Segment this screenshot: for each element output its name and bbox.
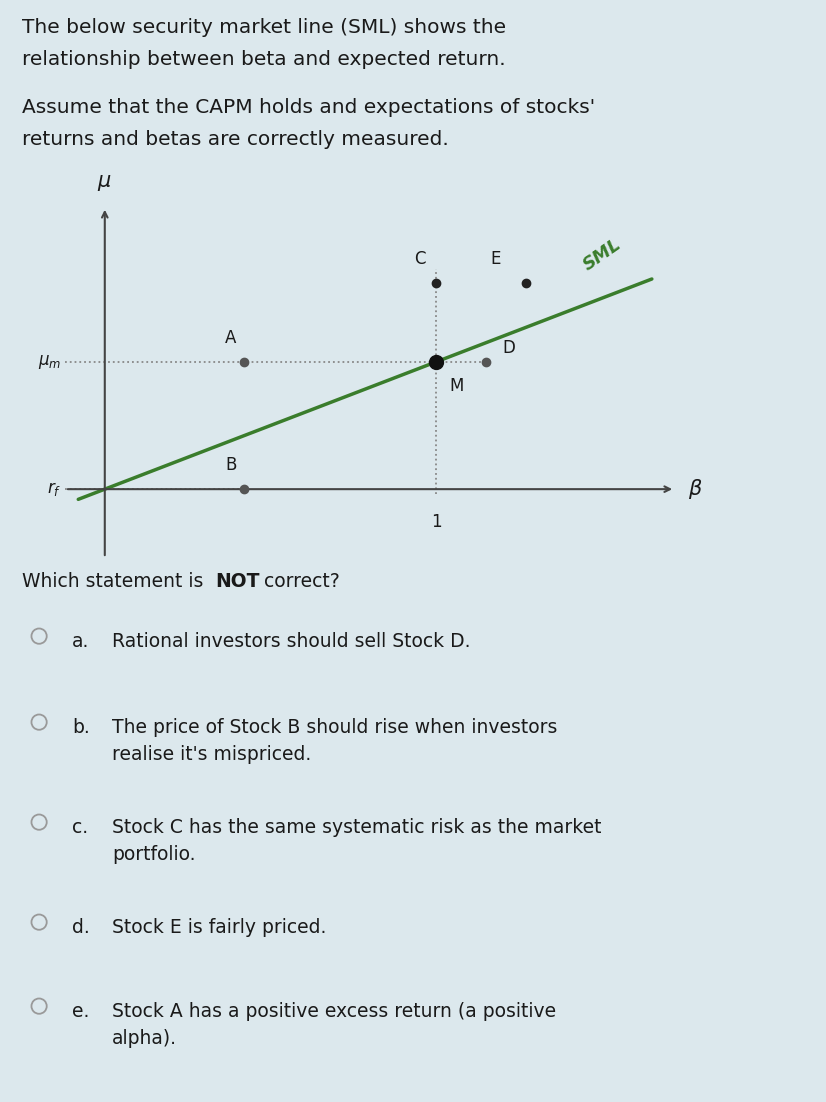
Text: D: D [503,339,515,357]
Text: $\mu_m$: $\mu_m$ [38,353,62,370]
Text: B: B [225,456,236,474]
Text: $\beta$: $\beta$ [688,477,703,501]
Text: Stock E is fairly priced.: Stock E is fairly priced. [112,918,326,937]
Text: Stock A has a positive excess return (a positive
alpha).: Stock A has a positive excess return (a … [112,1002,556,1048]
Text: A: A [225,328,236,347]
Text: a.: a. [72,633,89,651]
Text: SML: SML [580,235,624,274]
Text: Which statement is: Which statement is [22,572,209,591]
Text: returns and betas are correctly measured.: returns and betas are correctly measured… [22,130,449,149]
Text: NOT: NOT [215,572,259,591]
Text: c.: c. [72,818,88,838]
Text: C: C [414,249,425,268]
Text: correct?: correct? [258,572,339,591]
Text: $r_f$: $r_f$ [47,480,62,498]
Text: $\mu$: $\mu$ [97,173,112,193]
Text: The price of Stock B should rise when investors
realise it's mispriced.: The price of Stock B should rise when in… [112,719,558,764]
Text: d.: d. [72,918,90,937]
Text: Stock C has the same systematic risk as the market
portfolio.: Stock C has the same systematic risk as … [112,818,601,864]
Text: The below security market line (SML) shows the: The below security market line (SML) sho… [22,18,506,37]
Text: M: M [449,377,463,395]
Text: E: E [491,249,501,268]
Text: Assume that the CAPM holds and expectations of stocks': Assume that the CAPM holds and expectati… [22,98,595,117]
Text: 1: 1 [431,514,442,531]
Text: b.: b. [72,719,90,737]
Text: relationship between beta and expected return.: relationship between beta and expected r… [22,50,506,69]
Text: e.: e. [72,1002,89,1020]
Text: Rational investors should sell Stock D.: Rational investors should sell Stock D. [112,633,471,651]
